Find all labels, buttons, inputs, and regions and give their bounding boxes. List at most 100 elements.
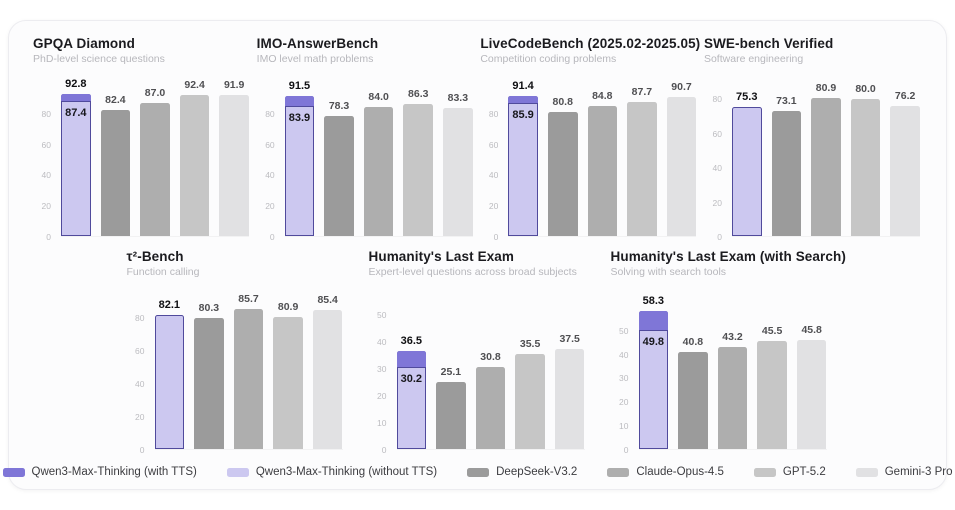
y-axis-tick-label: 20	[619, 397, 629, 408]
bar-qwen3-max-thinking	[154, 314, 185, 449]
bar-slot: 30.8	[475, 302, 506, 449]
chart-title: GPQA Diamond	[33, 36, 135, 51]
bar-slot: 30.2 36.5	[396, 302, 427, 449]
bar-slot: 92.4	[179, 79, 210, 236]
chart-humanitys-last-exam: Humanity's Last Exam Expert-level questi…	[368, 249, 587, 455]
chart-humanitys-last-exam-search: Humanity's Last Exam (with Search) Solvi…	[610, 249, 846, 455]
bars-area: 30.2 36.5 25.1 30.8 35.5 37.5	[396, 302, 585, 450]
bar-slot: 80.9	[273, 301, 303, 449]
bar-slot: 90.7	[666, 81, 697, 236]
y-axis-tick-label: 60	[488, 139, 499, 150]
y-axis-tick-label: 60	[712, 128, 722, 139]
legend-item-deepseek-v3-2: DeepSeek-V3.2	[467, 466, 577, 478]
bar-value-label: 85.7	[238, 293, 259, 306]
bar-slot: 85.7	[233, 293, 264, 449]
legend-item-qwen3-max-thinking-with-tts-: Qwen3-Max-Thinking (with TTS)	[2, 466, 197, 478]
bar-slot: 80.9	[811, 82, 841, 236]
bar-with-tts-segment	[396, 351, 427, 368]
y-axis-tick-label: 40	[488, 170, 499, 181]
chart-title: τ²-Bench	[126, 249, 184, 264]
bar-claude-opus-4-5	[233, 309, 264, 449]
y-axis-tick-label: 0	[269, 232, 275, 242]
bar-gemini-3-pro	[443, 108, 473, 236]
y-axis-tick-label: 0	[623, 445, 629, 455]
bar-value-label: 91.4	[512, 80, 534, 93]
bar-deepseek-v3-2	[194, 317, 224, 449]
y-axis-tick-label: 0	[381, 445, 387, 455]
bar-with-tts-segment	[284, 95, 315, 108]
y-axis-tick-label: 40	[135, 379, 145, 390]
bar-gemini-3-pro	[554, 348, 585, 449]
bar-value-label: 92.8	[65, 77, 87, 90]
bar-gemini-3-pro	[312, 309, 343, 449]
bar-value-label: 90.7	[671, 81, 692, 94]
chart-subtitle: Solving with search tools	[610, 266, 727, 278]
bar-value-label: 76.2	[894, 89, 916, 102]
bar-without-tts-value-label: 30.2	[400, 372, 422, 385]
bar-value-label: 86.3	[408, 87, 429, 100]
y-axis-tick-label: 60	[265, 139, 275, 150]
bar-value-label: 87.0	[144, 86, 166, 99]
y-axis: 0 10 20 30 40 50	[369, 302, 391, 455]
y-axis-tick-label: 50	[377, 310, 387, 321]
bar-slot: 76.2	[890, 89, 920, 236]
y-axis-tick-label: 10	[619, 421, 629, 432]
bar-slot: 91.9	[219, 79, 249, 236]
chart-plot: 0 20 40 60 80 87.4 92.8 82.4 87.0 92.4 91.9	[33, 78, 251, 242]
bar-value-label: 35.5	[519, 338, 541, 351]
y-axis-tick-label: 60	[41, 139, 51, 150]
y-axis-tick-label: 80	[712, 94, 722, 105]
bar-with-tts-segment	[61, 93, 91, 103]
bar-value-label: 25.1	[440, 365, 462, 378]
y-axis-tick-label: 50	[619, 325, 629, 336]
bar-with-tts-segment	[638, 310, 669, 331]
y-axis-tick-label: 20	[135, 412, 145, 423]
bar-slot: 87.4 92.8	[61, 78, 91, 236]
bar-slot: 83.9 91.5	[284, 80, 315, 236]
bar-qwen3-max-thinking: 83.9	[284, 95, 315, 236]
y-axis: 0 20 40 60 80	[33, 89, 55, 242]
bar-value-label: 84.0	[368, 91, 389, 104]
bar-slot: 84.0	[363, 89, 394, 236]
bar-slot: 45.5	[757, 302, 787, 449]
chart-imo-answerbench: IMO-AnswerBench IMO level math problems …	[256, 36, 475, 242]
chart-title: SWE-bench Verified	[703, 36, 834, 51]
bar-slot: 80.3	[194, 302, 224, 449]
bar-value-label: 80.9	[815, 81, 837, 94]
bar-value-label: 80.0	[855, 83, 876, 96]
bar-slot: 82.1	[154, 299, 185, 449]
bar-slot: 37.5	[554, 302, 585, 449]
legend: Qwen3-Max-Thinking (with TTS) Qwen3-Max-T…	[2, 466, 952, 478]
chart-subtitle: IMO level math problems	[256, 53, 374, 65]
bar-qwen3-max-thinking: 49.8	[638, 310, 669, 449]
y-axis: 0 20 40 60 80	[257, 89, 279, 242]
chart-plot: 0 10 20 30 40 50 30.2 36.5 25.1 30.8 35.5 37.5	[369, 302, 587, 455]
bar-slot: 87.0	[140, 87, 170, 236]
bar-qwen3-max-thinking	[731, 107, 762, 236]
bar-value-label: 91.5	[288, 79, 311, 92]
chart-subtitle: PhD-level science questions	[33, 53, 165, 65]
chart-row-top: GPQA Diamond PhD-level science questions…	[33, 36, 922, 242]
bar-slot: 85.4	[312, 294, 343, 449]
legend-swatch-icon	[607, 467, 630, 477]
y-axis-tick-label: 80	[135, 313, 145, 324]
bar-qwen3-max-thinking: 87.4	[61, 93, 91, 236]
chart-plot: 0 10 20 30 40 50 49.8 58.3 40.8 43.2 45.5 45.8	[611, 295, 829, 455]
chart-plot: 0 20 40 60 80 82.1 80.3 85.7 80.9 85.4	[127, 293, 345, 455]
y-axis-tick-label: 80	[41, 108, 51, 119]
bar-qwen3-max-thinking: 85.9	[508, 96, 538, 236]
bar-value-label: 83.3	[447, 92, 469, 105]
bar-claude-opus-4-5	[717, 346, 748, 449]
bar-slot: 83.3	[443, 89, 473, 236]
bar-value-label: 40.8	[682, 336, 704, 349]
chart-livecodebench: LiveCodeBench (2025.02-2025.05) Competit…	[480, 36, 700, 242]
chart-title: Humanity's Last Exam	[368, 249, 515, 264]
bar-deepseek-v3-2	[771, 111, 802, 236]
bar-without-tts-value-label: 85.9	[512, 109, 534, 122]
bar-claude-opus-4-5	[587, 106, 618, 236]
y-axis-tick-label: 20	[488, 201, 499, 212]
y-axis-tick-label: 0	[493, 232, 499, 242]
bar-gemini-3-pro	[219, 95, 249, 236]
bar-gpt-5-2	[850, 99, 881, 236]
y-axis-tick-label: 20	[712, 197, 722, 208]
